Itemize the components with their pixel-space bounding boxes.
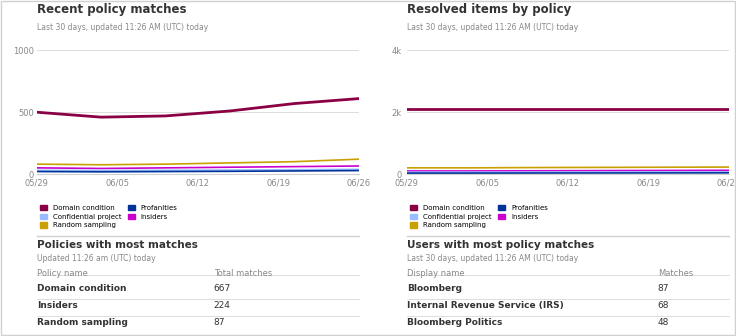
Legend: Domain condition, Confidential project, Random sampling, Profanities, Insiders: Domain condition, Confidential project, … [411, 205, 548, 228]
Text: 68: 68 [658, 301, 669, 310]
Text: Resolved items by policy: Resolved items by policy [407, 3, 571, 16]
Text: Bloomberg: Bloomberg [407, 284, 462, 293]
Text: Last 30 days, updated 11:26 AM (UTC) today: Last 30 days, updated 11:26 AM (UTC) tod… [407, 253, 578, 262]
Text: 224: 224 [213, 301, 230, 310]
Text: Updated 11:26 am (UTC) today: Updated 11:26 am (UTC) today [37, 253, 155, 262]
Text: 48: 48 [658, 318, 669, 327]
Text: Last 30 days, updated 11:26 AM (UTC) today: Last 30 days, updated 11:26 AM (UTC) tod… [407, 23, 578, 32]
Text: Policy name: Policy name [37, 269, 88, 279]
Text: Internal Revenue Service (IRS): Internal Revenue Service (IRS) [407, 301, 564, 310]
Text: Bloomberg Politics: Bloomberg Politics [407, 318, 502, 327]
Text: Users with most policy matches: Users with most policy matches [407, 240, 594, 250]
Text: Last 30 days, updated 11:26 AM (UTC) today: Last 30 days, updated 11:26 AM (UTC) tod… [37, 23, 208, 32]
Text: Matches: Matches [658, 269, 693, 279]
Text: 87: 87 [213, 318, 225, 327]
Text: Total matches: Total matches [213, 269, 272, 279]
Text: 87: 87 [658, 284, 669, 293]
Text: 667: 667 [213, 284, 231, 293]
Text: Policies with most matches: Policies with most matches [37, 240, 198, 250]
Text: Random sampling: Random sampling [37, 318, 127, 327]
Text: Domain condition: Domain condition [37, 284, 127, 293]
Text: Recent policy matches: Recent policy matches [37, 3, 186, 16]
Text: Display name: Display name [407, 269, 464, 279]
Legend: Domain condition, Confidential project, Random sampling, Profanities, Insiders: Domain condition, Confidential project, … [40, 205, 177, 228]
Text: Insiders: Insiders [37, 301, 77, 310]
